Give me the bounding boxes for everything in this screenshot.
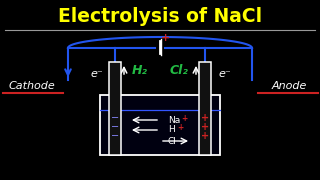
Text: +: + <box>161 33 171 43</box>
Text: −: − <box>111 113 119 123</box>
Bar <box>199 62 211 155</box>
Text: Electrolysis of NaCl: Electrolysis of NaCl <box>58 6 262 26</box>
Text: −: − <box>111 122 119 132</box>
Text: Cl: Cl <box>168 136 177 145</box>
Text: Cathode: Cathode <box>9 81 55 91</box>
Text: +: + <box>181 114 187 123</box>
Bar <box>109 62 121 155</box>
Text: ⁻: ⁻ <box>178 138 182 147</box>
Text: +: + <box>201 113 209 123</box>
Text: Na: Na <box>168 116 180 125</box>
Text: e⁻: e⁻ <box>91 69 103 79</box>
Bar <box>100 95 220 155</box>
Bar <box>101 96 219 154</box>
Text: −: − <box>111 131 119 141</box>
Text: H₂: H₂ <box>132 64 148 76</box>
Text: Cl₂: Cl₂ <box>170 64 188 76</box>
Text: +: + <box>201 122 209 132</box>
Text: H: H <box>168 125 175 134</box>
Text: e⁻: e⁻ <box>219 69 231 79</box>
Text: +: + <box>201 131 209 141</box>
Text: Anode: Anode <box>271 81 307 91</box>
Text: +: + <box>177 123 183 132</box>
